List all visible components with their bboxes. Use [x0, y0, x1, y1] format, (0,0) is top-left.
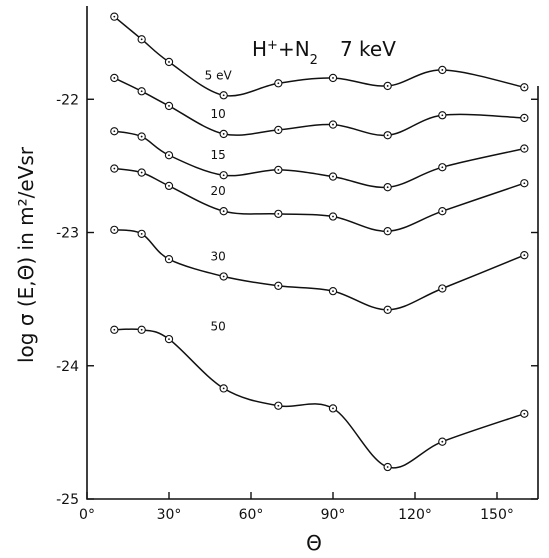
- data-point-center: [387, 466, 389, 468]
- data-point-center: [523, 86, 525, 88]
- data-point-center: [223, 276, 225, 278]
- y-tick-label: -24: [56, 359, 79, 375]
- data-point-center: [168, 154, 170, 156]
- series-label: 30: [211, 249, 226, 263]
- series: 5 eV 10 15 20 30 50: [111, 13, 528, 471]
- data-point-center: [113, 77, 115, 79]
- data-point-center: [441, 441, 443, 443]
- data-point-center: [168, 338, 170, 340]
- data-point-center: [332, 77, 334, 79]
- data-point-center: [277, 405, 279, 407]
- data-point-center: [223, 174, 225, 176]
- y-tick-label: -23: [56, 226, 79, 242]
- data-point-center: [168, 185, 170, 187]
- y-tick-label: -22: [56, 92, 79, 108]
- data-point-center: [141, 233, 143, 235]
- data-point-center: [441, 114, 443, 116]
- series-line: [114, 17, 524, 96]
- y-axis-title: log σ (E,Θ) in m²/eVsr: [14, 146, 38, 363]
- data-point-center: [141, 329, 143, 331]
- data-point-center: [387, 134, 389, 136]
- data-point-center: [523, 117, 525, 119]
- x-tick-label: 120°: [398, 507, 432, 523]
- data-point-center: [441, 210, 443, 212]
- data-point-center: [168, 105, 170, 107]
- x-tick-label: 0°: [79, 507, 95, 523]
- x-tick-label: 60°: [239, 507, 264, 523]
- data-point-center: [141, 90, 143, 92]
- data-point-center: [332, 290, 334, 292]
- chart-title: H++N2 7 keV: [252, 37, 396, 68]
- data-point-center: [387, 230, 389, 232]
- series-line: [114, 230, 524, 310]
- ticks: 0° 30° 60° 90° 120° 150° -22 -23 -24 -25: [56, 92, 538, 523]
- data-point-center: [168, 258, 170, 260]
- data-point-center: [113, 329, 115, 331]
- data-point-center: [113, 168, 115, 170]
- series-line: [114, 329, 524, 468]
- data-point-center: [168, 61, 170, 63]
- series-line: [114, 169, 524, 232]
- data-point-center: [387, 186, 389, 188]
- data-point-center: [332, 407, 334, 409]
- series-line: [114, 131, 524, 187]
- data-point-center: [387, 309, 389, 311]
- data-point-center: [332, 124, 334, 126]
- data-point-center: [277, 169, 279, 171]
- data-point-center: [332, 216, 334, 218]
- data-point-center: [441, 69, 443, 71]
- series-label: 10: [211, 107, 226, 121]
- data-point-center: [223, 210, 225, 212]
- data-point-center: [523, 413, 525, 415]
- series-label: 50: [211, 319, 226, 333]
- data-point-center: [523, 254, 525, 256]
- data-point-center: [141, 38, 143, 40]
- data-point-center: [523, 182, 525, 184]
- x-tick-label: 150°: [480, 507, 514, 523]
- data-point-center: [141, 136, 143, 138]
- axes: [87, 6, 538, 499]
- data-point-center: [441, 288, 443, 290]
- series-label: 20: [211, 184, 226, 198]
- series-label: 5 eV: [205, 68, 233, 82]
- data-point-center: [277, 285, 279, 287]
- axis-frame: [87, 6, 538, 499]
- series-label: 15: [211, 148, 226, 162]
- series-line: [114, 78, 524, 135]
- data-point-center: [141, 172, 143, 174]
- data-point-center: [387, 85, 389, 87]
- data-point-center: [223, 388, 225, 390]
- data-point-center: [441, 166, 443, 168]
- data-point-center: [332, 176, 334, 178]
- data-point-center: [113, 16, 115, 18]
- x-axis-title: Θ: [306, 531, 322, 555]
- data-point-center: [113, 229, 115, 231]
- data-point-center: [223, 94, 225, 96]
- data-point-center: [113, 130, 115, 132]
- x-tick-label: 30°: [157, 507, 182, 523]
- data-point-center: [277, 213, 279, 215]
- data-point-center: [277, 82, 279, 84]
- data-point-center: [223, 133, 225, 135]
- data-point-center: [523, 148, 525, 150]
- data-point-center: [277, 129, 279, 131]
- x-tick-label: 90°: [321, 507, 346, 523]
- y-tick-label: -25: [56, 492, 79, 508]
